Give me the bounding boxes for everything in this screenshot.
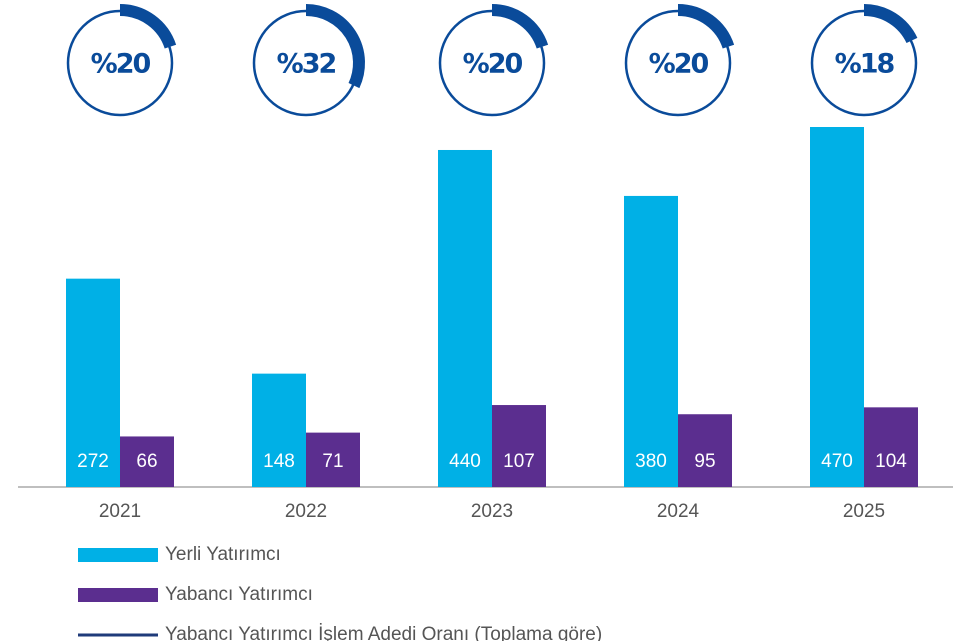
x-tick-label: 2023 xyxy=(471,501,513,522)
bar-value-label: 71 xyxy=(322,451,343,472)
bar xyxy=(306,432,360,487)
bar xyxy=(492,405,546,487)
bar-value-label: 272 xyxy=(77,451,109,472)
x-tick-label: 2025 xyxy=(843,501,885,522)
bar-value-label: 95 xyxy=(694,451,715,472)
ratio-label: %20 xyxy=(91,49,151,80)
bar-value-label: 66 xyxy=(136,451,157,472)
bar-value-label: 380 xyxy=(635,451,667,472)
ratio-arc xyxy=(491,4,549,49)
ratio-arc xyxy=(863,4,918,44)
bar-value-label: 107 xyxy=(503,451,535,472)
bar-value-label: 148 xyxy=(263,451,295,472)
bar-value-label: 470 xyxy=(821,451,853,472)
bar-value-label: 104 xyxy=(875,451,907,472)
legend-swatch xyxy=(78,588,158,602)
bar xyxy=(678,414,732,487)
x-tick-label: 2021 xyxy=(99,501,141,522)
ratio-label: %20 xyxy=(463,49,523,80)
legend-label: Yerli Yatırımcı xyxy=(165,544,281,565)
bar xyxy=(864,407,918,487)
ratio-arc xyxy=(119,4,177,49)
legend-label: Yabancı Yatırımcı İşlem Adedi Oranı (Top… xyxy=(165,624,602,641)
ratio-label: %32 xyxy=(277,49,336,80)
x-tick-label: 2022 xyxy=(285,501,327,522)
bar xyxy=(252,373,306,487)
bar-value-label: 440 xyxy=(449,451,481,472)
bar xyxy=(438,149,492,487)
ratio-label: %18 xyxy=(835,49,895,80)
ratio-arc xyxy=(305,4,365,89)
legend-swatch xyxy=(78,548,158,562)
ratio-arc xyxy=(677,4,735,49)
legend-label: Yabancı Yatırımcı xyxy=(165,584,313,605)
bar xyxy=(624,195,678,488)
x-tick-label: 2024 xyxy=(657,501,700,522)
bar xyxy=(120,436,174,487)
bar xyxy=(810,127,864,487)
ratio-label: %20 xyxy=(649,49,709,80)
bar xyxy=(66,278,120,487)
